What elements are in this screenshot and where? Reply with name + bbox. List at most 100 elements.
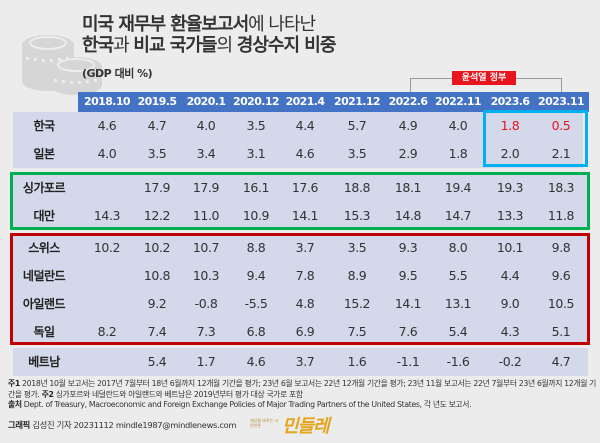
coins-icon xyxy=(22,35,102,95)
table-cell: 3.5 xyxy=(347,240,367,255)
table-cell: 13.3 xyxy=(496,208,524,223)
subtitle-unit: (GDP 대비 %) xyxy=(82,67,153,80)
korea-japan-block xyxy=(13,112,583,168)
title-bold: 미국 재무부 환율보고서 xyxy=(82,14,249,35)
table-cell: 10.7 xyxy=(192,240,220,255)
table-cell: 5.5 xyxy=(448,268,468,283)
column-header: 2022.6 xyxy=(388,95,428,108)
table-cell: 7.4 xyxy=(147,324,167,339)
table-cell: 17.9 xyxy=(143,180,171,195)
table-cell: 14.8 xyxy=(394,208,422,223)
table-cell: 4.3 xyxy=(500,324,520,339)
table-cell: 9.6 xyxy=(551,268,571,283)
table-cell: 1.8 xyxy=(500,118,520,133)
table-cell: -0.8 xyxy=(194,296,218,311)
table-cell: 7.8 xyxy=(295,268,315,283)
column-header: 2022.11 xyxy=(435,95,482,108)
row-label: 독일 xyxy=(33,325,55,339)
table-cell: 4.6 xyxy=(295,146,315,161)
column-header: 2020.12 xyxy=(233,95,280,108)
table-cell: 18.1 xyxy=(394,180,422,195)
table-cell: 17.6 xyxy=(291,180,319,195)
table-cell: -5.5 xyxy=(244,296,268,311)
table-cell: 4.9 xyxy=(398,118,418,133)
table-cell: 4.7 xyxy=(147,118,167,133)
table-cell: 10.2 xyxy=(143,240,171,255)
table-cell: 7.6 xyxy=(398,324,418,339)
table-cell: 15.2 xyxy=(343,296,371,311)
table-cell: 3.4 xyxy=(196,146,216,161)
table-cell xyxy=(82,178,132,198)
column-header: 2020.1 xyxy=(186,95,226,108)
row-label: 스위스 xyxy=(28,241,60,255)
title-line-1: 미국 재무부 환율보고서에 나타난 xyxy=(82,14,335,35)
table-cell: 8.0 xyxy=(448,240,468,255)
government-label: 윤석열 정부 xyxy=(452,71,516,85)
column-header: 2019.5 xyxy=(137,95,177,108)
table-cell: 19.3 xyxy=(496,180,524,195)
title-line-2: 한국과 비교 국가들의 경상수지 비중 xyxy=(82,35,336,56)
table-cell: 10.8 xyxy=(143,268,171,283)
source-label: 출처 xyxy=(8,400,22,409)
table-cell: 5.7 xyxy=(347,118,367,133)
table-cell: 16.1 xyxy=(242,180,270,195)
table-cell: 17.9 xyxy=(192,180,220,195)
table-cell: -0.2 xyxy=(498,354,522,369)
logo-tagline: 세상을 바꾸는 시민언론 xyxy=(250,418,279,428)
table-cell: 9.2 xyxy=(147,296,167,311)
table-cell: 3.5 xyxy=(246,118,266,133)
table-cell: 10.5 xyxy=(547,296,575,311)
table-cell: 8.9 xyxy=(347,268,367,283)
table-cell: 1.6 xyxy=(347,354,367,369)
table-cell: 14.7 xyxy=(444,208,472,223)
table-cell: 9.0 xyxy=(500,296,520,311)
note-2-label: 주2 xyxy=(41,389,54,399)
table-cell: 1.7 xyxy=(196,354,216,369)
yoon-government-box xyxy=(483,110,588,167)
table-cell: 15.3 xyxy=(343,208,371,223)
table-cell xyxy=(82,352,132,372)
row-label: 아일랜드 xyxy=(22,297,66,311)
table-cell: 10.1 xyxy=(496,240,524,255)
table-cell: 5.4 xyxy=(147,354,167,369)
table-cell: 11.8 xyxy=(547,208,575,223)
table-cell: 10.3 xyxy=(192,268,220,283)
table-cell: 3.7 xyxy=(295,354,315,369)
row-label: 일본 xyxy=(33,147,55,161)
table-cell: 2.1 xyxy=(551,146,571,161)
table-cell: 4.7 xyxy=(551,354,571,369)
vietnam-block xyxy=(13,348,588,376)
table-cell: 18.8 xyxy=(343,180,371,195)
row-label: 네덜란드 xyxy=(22,269,66,283)
row-label: 싱가포르 xyxy=(22,181,66,195)
table-cell: 14.1 xyxy=(291,208,319,223)
page-title: 미국 재무부 환율보고서에 나타난 한국과 비교 국가들의 경상수지 비중 xyxy=(82,14,336,56)
table-cell: 5.1 xyxy=(551,324,571,339)
note-2-text: 싱가포르와 네덜란드와 아일랜드와 베트남은 2019년부터 평가 대상 국가로… xyxy=(53,389,303,399)
title-korea: 한국 xyxy=(82,35,114,56)
credit-line: 그래픽 김성진 기자 20231112 mindle1987@mindlenew… xyxy=(8,419,237,431)
table-cell: 14.3 xyxy=(93,208,121,223)
table-cell xyxy=(82,266,132,286)
source-text: Dept. of Treasury, Macroeconomic and For… xyxy=(21,400,472,409)
title-countries: 비교 국가들 xyxy=(133,35,217,56)
table-cell: 9.3 xyxy=(398,240,418,255)
table-cell: 12.2 xyxy=(143,208,171,223)
column-header-bar xyxy=(78,92,589,112)
table-cell: 13.1 xyxy=(444,296,472,311)
table-cell: 2.9 xyxy=(398,146,418,161)
title-and: 과 xyxy=(113,35,134,56)
table-cell: 8.2 xyxy=(97,324,117,339)
note-1-label: 주1 xyxy=(8,379,20,388)
table-cell: 2.0 xyxy=(500,146,520,161)
europe-box xyxy=(10,233,590,345)
table-cell: 5.4 xyxy=(448,324,468,339)
table-cell: 10.9 xyxy=(242,208,270,223)
table-cell: -1.1 xyxy=(396,354,420,369)
table-cell: 4.4 xyxy=(295,118,315,133)
table-cell: 3.5 xyxy=(147,146,167,161)
title-of: 의 xyxy=(216,35,237,56)
table-cell: 14.1 xyxy=(394,296,422,311)
title-light: 에 나타난 xyxy=(248,14,316,35)
mindle-logo: 민들레 xyxy=(282,416,330,437)
